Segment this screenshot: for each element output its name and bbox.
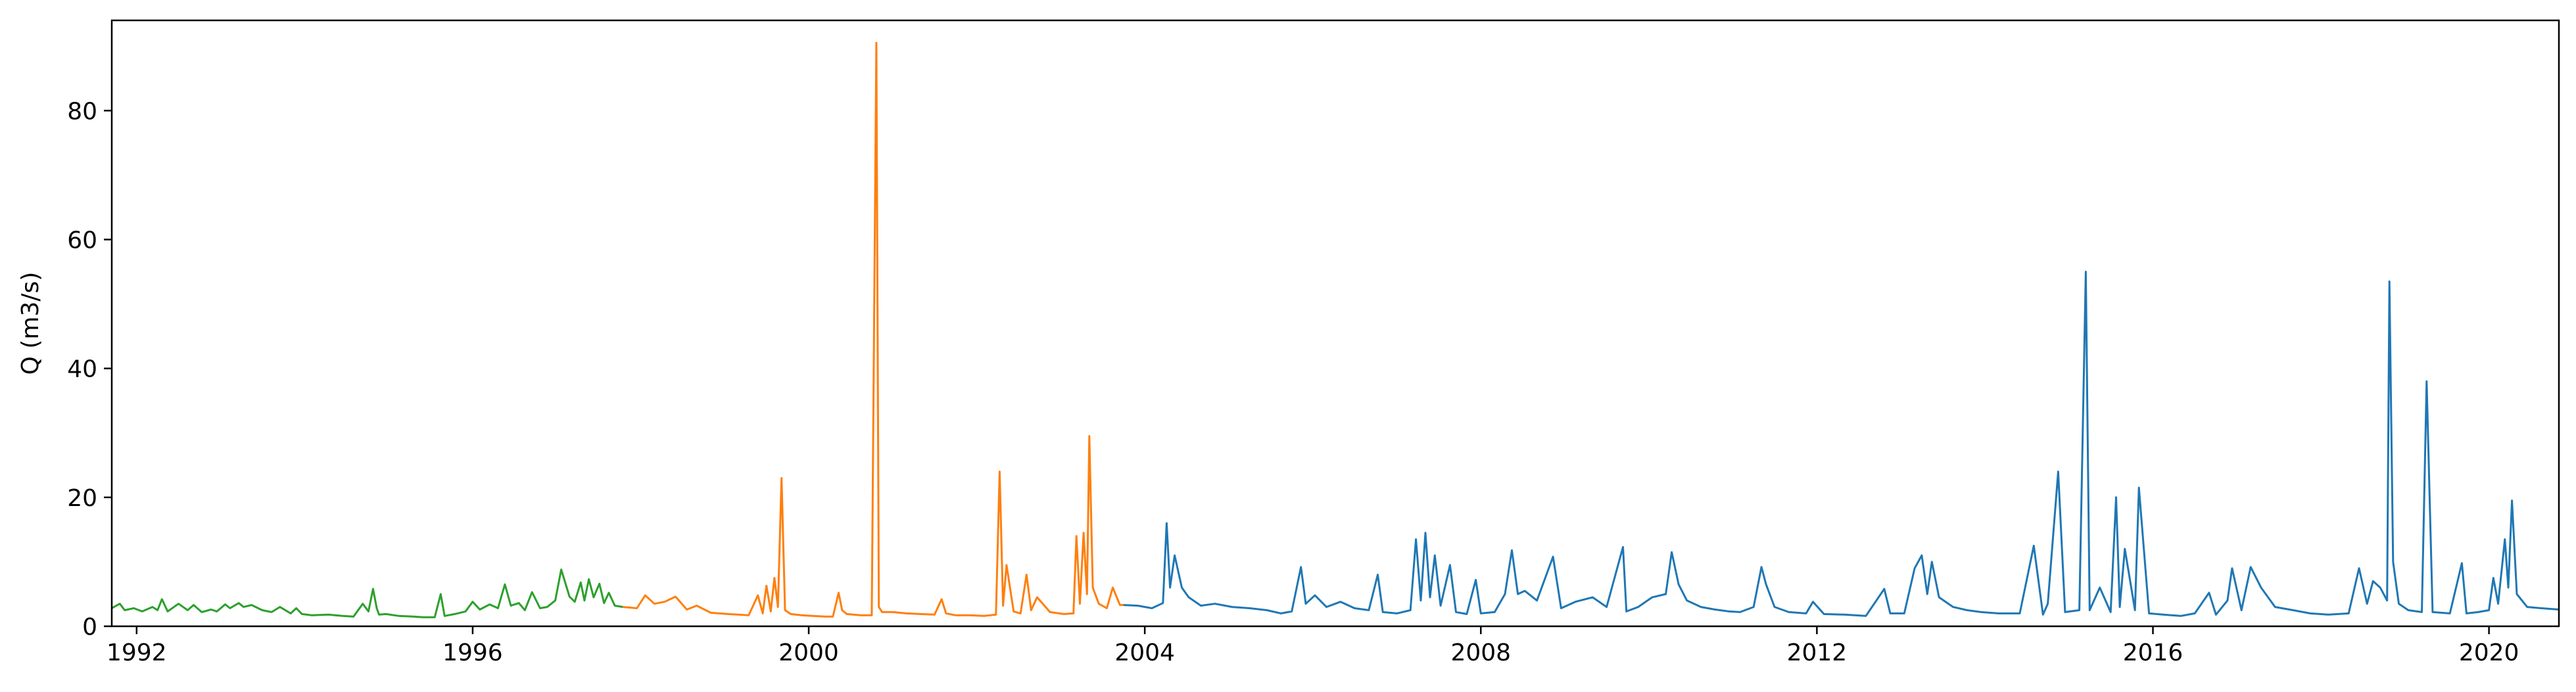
plot-area <box>112 20 2559 626</box>
series-line-2 <box>623 41 1124 618</box>
y-tick-label: 0 <box>82 614 97 641</box>
y-tick-label: 40 <box>67 356 97 383</box>
series-layer <box>111 41 2560 618</box>
y-tick-label: 20 <box>67 485 97 512</box>
y-axis-label: Q (m3/s) <box>17 272 44 375</box>
x-tick-label: 2008 <box>1450 639 1511 666</box>
y-axis: 0 20 40 60 80 <box>67 98 112 641</box>
x-tick-label: 2004 <box>1114 639 1175 666</box>
series-line-3 <box>1123 271 2560 617</box>
y-tick-label: 80 <box>67 98 97 125</box>
y-tick-label: 60 <box>67 227 97 254</box>
series-line-1 <box>111 568 623 618</box>
x-tick-label: 1996 <box>442 639 503 666</box>
plot-frame <box>110 19 2560 628</box>
x-tick-label: 2000 <box>778 639 839 666</box>
x-tick-label: 2020 <box>2459 639 2519 666</box>
x-axis: 1992 1996 2000 2004 2008 2012 2016 2020 <box>107 626 2519 666</box>
x-tick-label: 1992 <box>107 639 167 666</box>
x-tick-label: 2012 <box>1787 639 1848 666</box>
x-tick-label: 2016 <box>2123 639 2183 666</box>
